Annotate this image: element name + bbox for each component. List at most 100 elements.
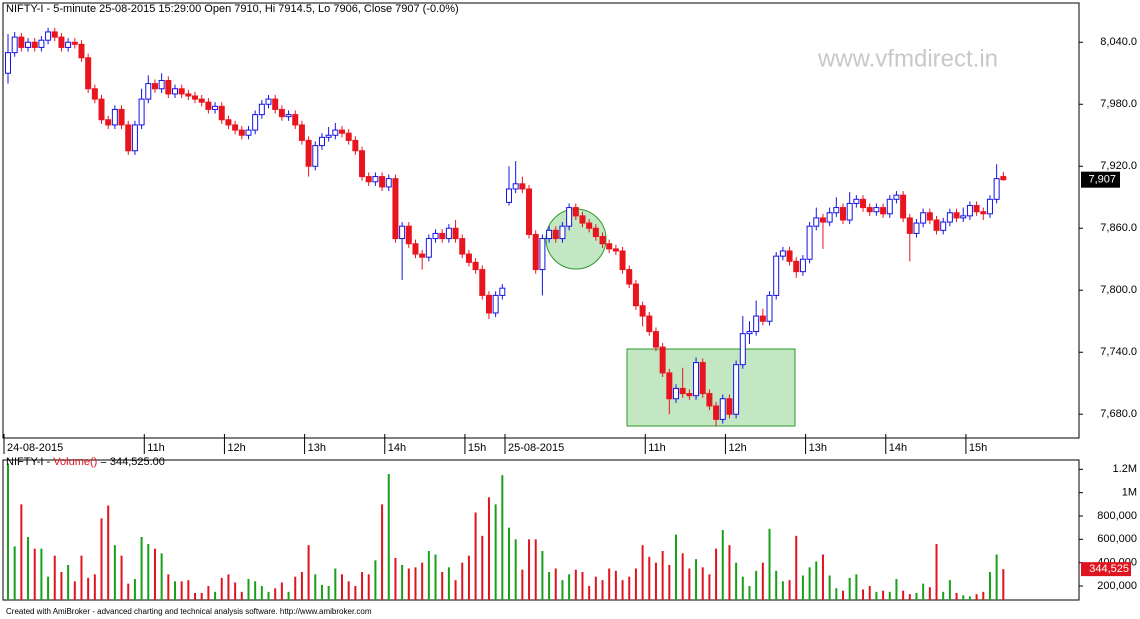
last-price-label: 7,907 [1088,174,1116,186]
volume-bar [715,548,718,600]
volume-bar [447,567,450,600]
candle-body [492,294,499,314]
candle-body [71,41,78,45]
candle-body [5,52,11,74]
volume-bar [514,539,517,600]
volume-bar [701,567,704,600]
volume-bar [407,568,410,600]
candle-body [880,207,887,215]
candle-body [773,255,780,296]
candle-body [546,229,553,240]
candle-body [185,93,192,97]
candle-body [459,238,466,255]
volume-bar [775,570,778,600]
candle-body [465,253,472,263]
candle-body [786,250,793,262]
candle-body [586,222,593,229]
volume-bar [688,568,691,600]
volume-bar [561,580,564,600]
x-tick-label: 12h [227,442,245,454]
candle-body [238,129,245,136]
volume-bar [481,535,484,600]
candle-body [385,178,392,188]
volume-y-tick-label: 800,000 [1097,510,1137,522]
candle-body [18,36,25,48]
volume-bar [7,463,9,600]
candle-body [345,132,352,141]
candle-body [926,212,933,221]
volume-panel [2,459,1080,601]
volume-bar [394,558,397,600]
volume-bar [868,586,871,600]
candle-body [840,207,846,221]
volume-bar [581,572,584,600]
volume-bar [895,579,898,600]
candle-body [733,364,740,415]
candle-body [318,136,325,147]
volume-y-tick-label: 600,000 [1097,533,1137,545]
volume-bar [574,569,577,600]
candle-body [31,41,38,48]
volume-bar [113,545,116,600]
volume-bar [828,575,831,600]
volume-bar [728,545,731,600]
candle-body [592,227,599,238]
candle-body [432,232,439,240]
candle-body [612,248,619,252]
volume-bar [307,545,310,600]
candle-body [412,243,419,255]
candle-body [566,207,573,227]
volume-bar [948,580,951,600]
candle-body [272,98,279,110]
volume-bar [935,544,938,600]
x-tick-label: 25-08-2015 [508,442,564,454]
volume-bar [60,572,63,600]
candle-body [920,212,927,224]
candle-body [759,315,766,322]
volume-bar [741,576,744,600]
volume-bar [274,588,277,600]
candle-body [172,88,178,95]
candle-body [933,219,940,231]
volume-bar [474,512,477,600]
volume-bar [862,589,865,600]
volume-bar [354,586,357,600]
volume-bar [848,577,851,600]
volume-y-tick-label: 1M [1122,487,1137,499]
volume-bar [554,568,557,600]
volume-bar [254,581,257,600]
y-tick-label: 7,680.0 [1100,408,1137,420]
candle-body [579,215,586,224]
candle-body [225,119,232,126]
y-tick-label: 8,040.0 [1100,36,1137,48]
volume-bar [534,539,537,600]
candle-body [652,331,659,348]
watermark: www.vfmdirect.in [817,45,998,72]
volume-bar [300,572,303,600]
volume-bar [608,568,611,600]
candle-body [606,243,613,250]
volume-bar [962,595,965,600]
candle-body [151,83,158,90]
candle-body [980,211,987,215]
volume-bar [855,574,858,600]
candle-body [619,250,626,271]
volume-bar [888,591,891,600]
volume-bar [414,567,417,600]
candle-body [285,114,292,118]
volume-bar [568,574,571,600]
y-tick-label: 7,800.0 [1100,284,1137,296]
candle-body [833,207,840,214]
volume-bar [207,586,210,600]
candle-body [252,114,259,131]
volume-bar [27,537,30,600]
x-tick-label: 13h [809,442,827,454]
volume-bar [53,555,56,600]
volume-bar [194,593,197,600]
candle-body [819,217,826,223]
candle-body [512,183,519,190]
volume-bar [735,562,738,600]
candle-body [739,333,746,366]
volume-bar [314,574,317,600]
candle-body [639,305,646,317]
